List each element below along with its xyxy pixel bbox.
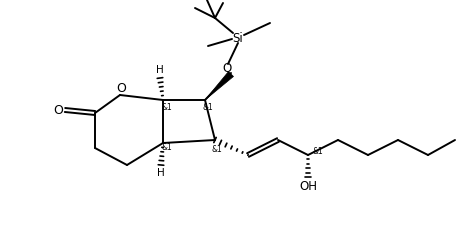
Text: OH: OH — [299, 179, 317, 192]
Text: H: H — [157, 168, 165, 178]
Text: &1: &1 — [313, 147, 323, 156]
Text: O: O — [116, 82, 126, 95]
Text: &1: &1 — [162, 104, 172, 113]
Text: &1: &1 — [162, 142, 172, 151]
Text: &1: &1 — [212, 146, 222, 155]
Polygon shape — [205, 72, 233, 100]
Text: O: O — [222, 63, 231, 76]
Text: O: O — [53, 104, 63, 117]
Text: &1: &1 — [203, 104, 213, 113]
Text: H: H — [156, 65, 164, 75]
Text: Si: Si — [233, 32, 243, 45]
